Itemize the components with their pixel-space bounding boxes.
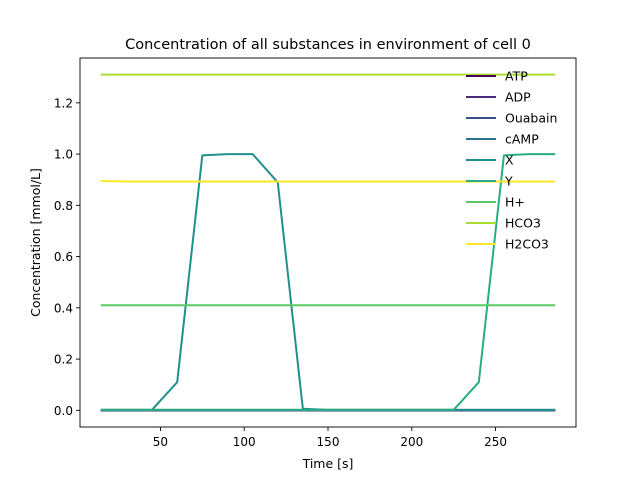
- y-tick-label: 0.2: [54, 353, 73, 367]
- y-tick-label: 0.6: [54, 250, 73, 264]
- legend-label: H+: [505, 195, 525, 210]
- x-tick-label: 50: [153, 435, 168, 449]
- chart-title: Concentration of all substances in envir…: [125, 37, 531, 53]
- y-tick-label: 1.2: [54, 96, 73, 110]
- x-tick-label: 100: [233, 435, 256, 449]
- plot-lines: [100, 73, 556, 412]
- legend-label: ADP: [505, 90, 531, 105]
- x-tick-label: 200: [400, 435, 423, 449]
- y-tick-label: 0.0: [54, 404, 73, 418]
- legend-label: cAMP: [505, 132, 539, 147]
- legend-label: HCO3: [505, 216, 541, 231]
- legend-label: H2CO3: [505, 237, 549, 252]
- y-axis: 0.0 0.2 0.4 0.6 0.8 1.0 1.2: [54, 96, 80, 418]
- legend-label: ATP: [505, 69, 528, 84]
- legend-label: Ouabain: [505, 111, 557, 126]
- x-axis-label: Time [s]: [302, 456, 354, 471]
- series-line-y: [100, 153, 556, 411]
- y-tick-label: 0.4: [54, 301, 73, 315]
- y-tick-label: 1.0: [54, 148, 73, 162]
- legend: ATP ADP Ouabain cAMP XY H+ HCO3 H2CO3: [466, 69, 557, 252]
- x-axis: 50 100 150 200 250: [153, 427, 507, 449]
- y-axis-label: Concentration [mmol/L]: [28, 168, 43, 317]
- legend-label: Y: [504, 174, 513, 189]
- x-tick-label: 250: [484, 435, 507, 449]
- y-tick-label: 0.8: [54, 199, 73, 213]
- x-tick-label: 150: [317, 435, 340, 449]
- legend-label: X: [505, 153, 514, 168]
